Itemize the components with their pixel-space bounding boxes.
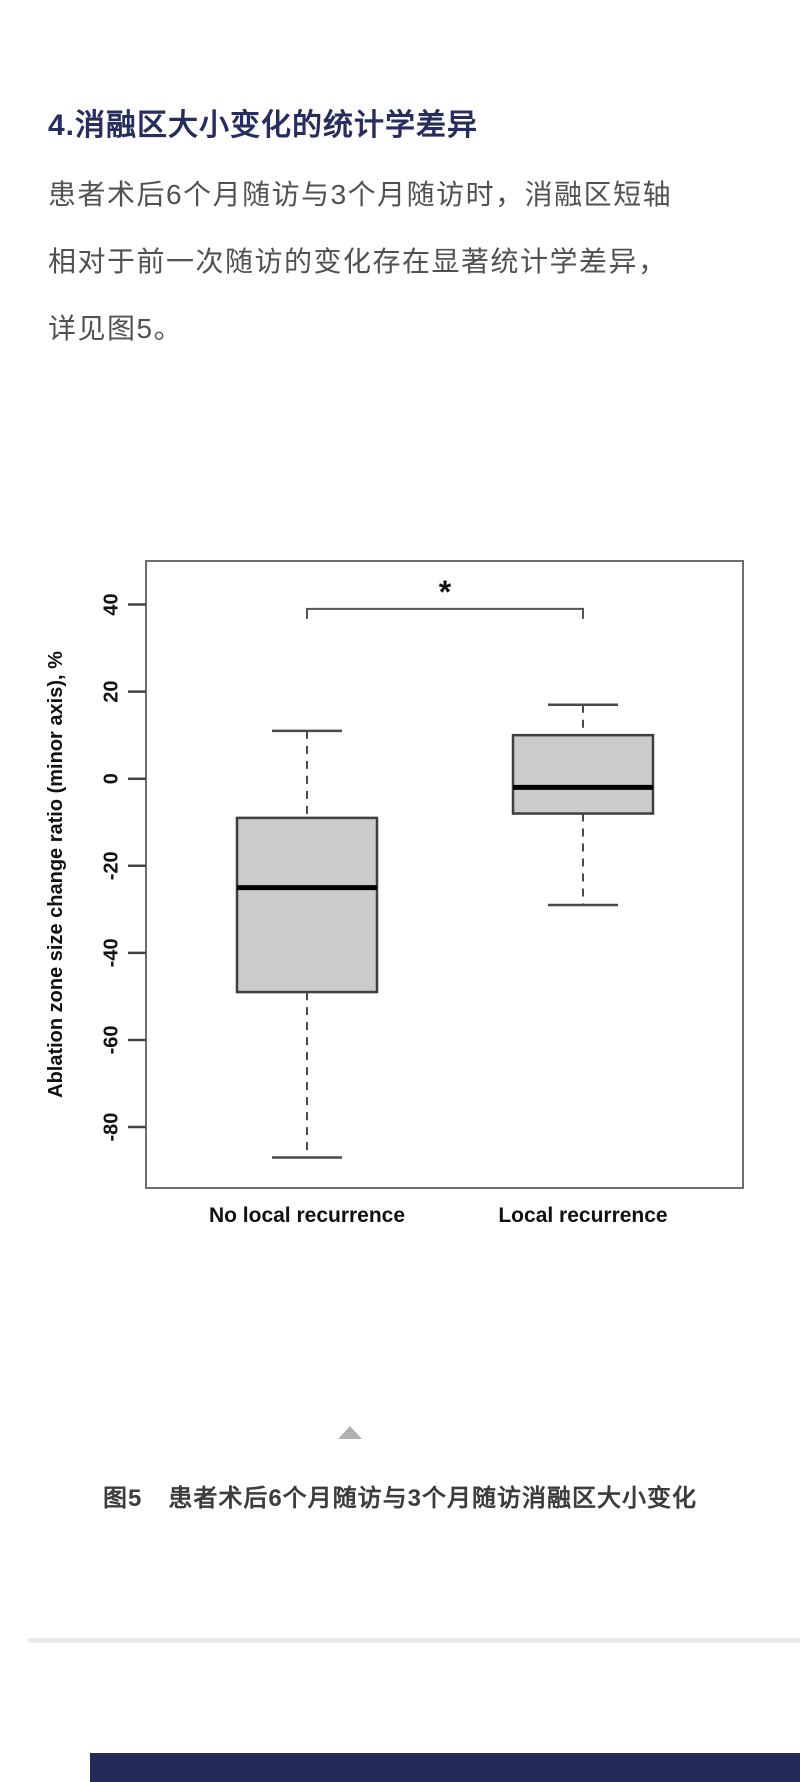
boxplot-svg: 40 20 0 -20 -40 -60 -80 Ablation zone size chan…: [45, 560, 744, 1227]
significance-bracket: [306, 607, 584, 619]
section-heading: 4.消融区大小变化的统计学差异: [48, 109, 479, 142]
y-tick-label: 20: [100, 681, 122, 703]
y-tick-label: -40: [100, 938, 122, 967]
bottom-navy-bar: [90, 1753, 800, 1782]
section-divider: [28, 1638, 800, 1643]
y-tick-label: -80: [100, 1113, 122, 1142]
figure-caption: 图5 患者术后6个月随访与3个月随访消融区大小变化: [0, 1478, 800, 1513]
paragraph-line-3: 详见图5。: [48, 313, 184, 344]
paragraph-line-2: 相对于前一次随访的变化存在显著统计学差异，: [48, 246, 668, 277]
y-tick-label: -60: [100, 1026, 122, 1055]
collapse-arrow-icon[interactable]: [338, 1426, 362, 1439]
box-iqr-1: [235, 816, 379, 994]
box-iqr-2: [511, 733, 655, 815]
figure-caption-text: 患者术后6个月随访与3个月随访消融区大小变化: [168, 1485, 698, 1512]
y-tick-label: -20: [100, 851, 122, 880]
x-category-label: No local recurrence: [209, 1204, 405, 1227]
paragraph-line-1: 患者术后6个月随访与3个月随访时，消融区短轴: [48, 179, 673, 210]
significance-star: *: [439, 574, 452, 610]
figure-caption-label: 图5: [102, 1485, 143, 1512]
x-category-label: Local recurrence: [498, 1204, 667, 1227]
y-tick-label: 0: [100, 773, 122, 784]
plot-border: [145, 560, 744, 1189]
boxplot-figure: 40 20 0 -20 -40 -60 -80 Ablation zone size chan…: [0, 470, 800, 1270]
y-tick-label: 40: [100, 593, 122, 615]
y-axis-title: Ablation zone size change ratio (minor a…: [45, 651, 67, 1098]
